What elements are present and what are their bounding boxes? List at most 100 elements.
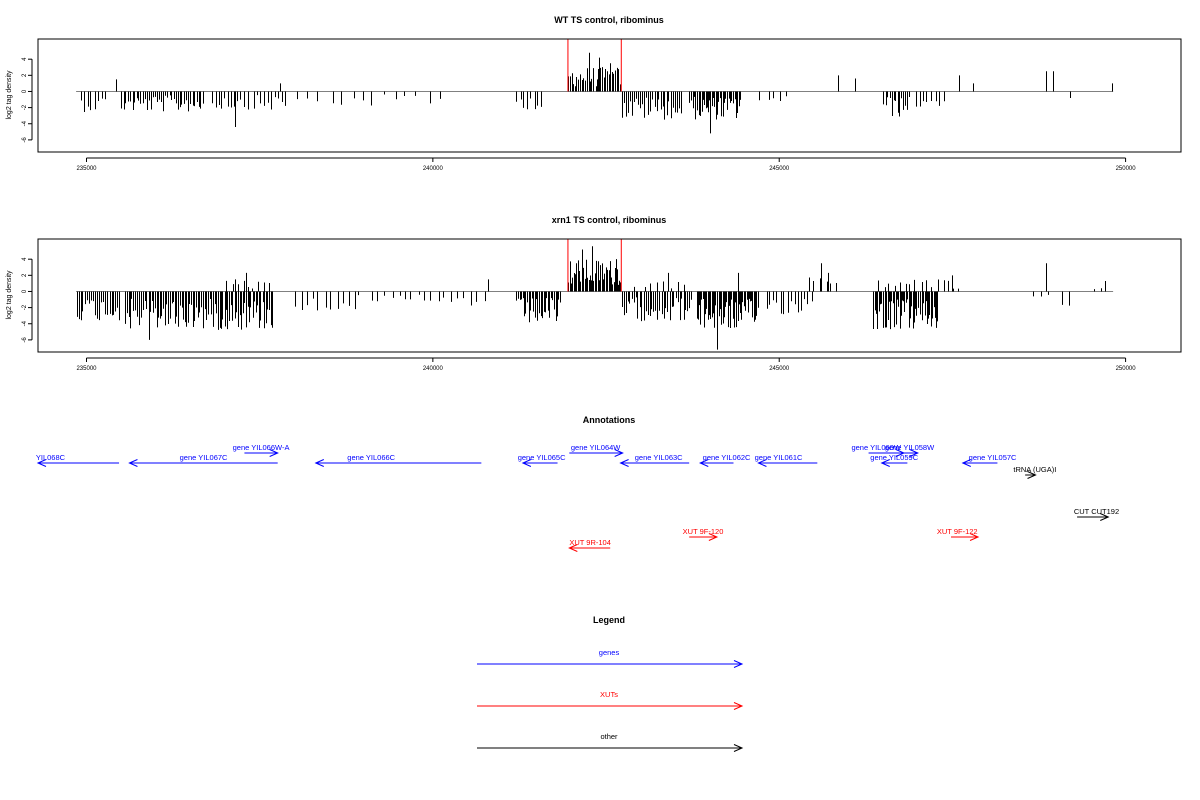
xrn1-coverage-panel: xrn1 TS control, ribominus log2 tag dens… [6,215,1182,372]
feature-gene-yil057c: gene YIL057C [961,453,1017,467]
annotations-panel: Annotations YIL068C gene YIL067C gene YIL0… [36,415,1119,552]
feature-arrowhead [698,459,709,467]
feature-arrowhead [614,449,624,457]
feature-gene-yil066w-a: gene YIL066W-A [233,443,290,457]
feature-label: YIL068C [36,453,66,462]
wt-y-tick-label: -4 [22,120,28,126]
feature-gene-yil062c: gene YIL062C [698,453,751,467]
feature-arrowhead [1027,471,1037,479]
xrn1-x-tick-label: 235000 [76,366,97,372]
feature-label: gene YIL066C [347,453,395,462]
wt-panel-title: WT TS control, ribominus [554,15,664,25]
feature-label: gene YIL061C [755,453,803,462]
feature-label: gene YIL057C [969,453,1017,462]
feature-gene-yil064w: gene YIL064W [569,443,624,457]
wt-bars [76,39,1114,134]
xrn1-y-axis-label: log2 tag density [6,270,13,320]
feature-gene-yil058w: gene YIL058W [885,443,935,457]
xrn1-axes: -6 -4 -2 0 2 4 235000 240000 245000 250000 [22,257,1136,372]
feature-gene-yil063c: gene YIL063C [619,453,690,467]
xrn1-x-tick-label: 250000 [1116,366,1137,372]
feature-arrowhead [128,459,138,467]
feature-label: gene YIL059C [870,453,918,462]
feature-label: gene YIL062C [703,453,751,462]
feature-arrowhead [969,533,980,541]
legend-panel: Legend genes XUTs other [477,615,744,752]
legend-title: Legend [593,615,625,625]
xrn1-y-tick-label: 0 [22,289,28,293]
feature-gene-yil066c: gene YIL066C [314,453,482,467]
xrn1-x-tick-label: 245000 [769,366,790,372]
legend-arrowhead [733,702,744,710]
wt-y-tick-label: 2 [22,73,28,77]
feature-arrowhead [880,459,890,467]
legend-arrowhead [733,744,744,752]
legend-arrowhead [733,660,744,668]
feature-arrowhead [568,544,578,552]
feature-arrowhead [1100,513,1110,521]
legend-item-other: other [477,732,744,752]
xrn1-plot-frame [37,238,1182,353]
wt-x-tick-label: 235000 [76,166,97,172]
feature-label: gene YIL063C [635,453,683,462]
legend-item-genes: genes [477,648,744,668]
wt-y-tick-label: 4 [22,57,28,61]
legend-label: genes [599,648,620,657]
feature-gene-yil067c: gene YIL067C [128,453,278,467]
feature-arrowhead [314,459,324,467]
wt-y-axis-label: log2 tag density [6,70,13,120]
feature-trna-uga-i: tRNA (UGA)I [1013,465,1056,479]
wt-coverage-panel: WT TS control, ribominus log2 tag densit… [6,15,1182,172]
feature-label: gene YIL058W [885,443,935,452]
feature-label: XUT 9F-120 [683,527,724,536]
feature-xut-9f-120: XUT 9F-120 [683,527,724,541]
feature-arrowhead [521,459,532,467]
legend-label: other [600,732,618,741]
feature-label: tRNA (UGA)I [1013,465,1056,474]
feature-label: gene YIL065C [518,453,566,462]
feature-yil068c: YIL068C [36,453,120,467]
wt-axes: -6 -4 -2 0 2 4 235000 240000 245000 250000 [22,57,1136,172]
feature-arrowhead [757,459,767,467]
wt-y-tick-label: -6 [22,137,28,143]
feature-gene-yil061c: gene YIL061C [755,453,818,467]
xrn1-y-tick-label: -4 [22,320,28,326]
legend-item-xuts: XUTs [477,690,744,710]
feature-label: CUT CUT192 [1074,507,1119,516]
feature-arrowhead [909,449,920,457]
annotation-features: YIL068C gene YIL067C gene YIL066W-A gene YI… [36,443,1119,552]
wt-y-tick-label: 0 [22,89,28,93]
feature-xut-9f-122: XUT 9F-122 [937,527,980,541]
wt-x-tick-label: 240000 [423,166,444,172]
feature-label: gene YIL066W-A [233,443,290,452]
feature-label: XUT 9F-122 [937,527,978,536]
xrn1-bars [76,239,1114,350]
feature-gene-yil059c: gene YIL059C [870,453,919,467]
legend-items: genes XUTs other [477,648,744,752]
wt-plot-frame [37,38,1182,153]
feature-arrowhead [36,459,47,467]
feature-label: XUT 9R-104 [569,538,611,547]
feature-gene-yil065c: gene YIL065C [518,453,566,467]
wt-y-tick-label: -2 [22,104,28,110]
wt-x-tick-label: 245000 [769,166,790,172]
xrn1-y-tick-label: -2 [22,304,28,310]
annotations-title: Annotations [583,415,636,425]
feature-arrowhead [708,533,719,541]
feature-label: gene YIL064W [571,443,621,452]
feature-arrowhead [269,449,279,457]
feature-label: gene YIL060W [851,443,901,452]
xrn1-y-tick-label: 4 [22,257,28,261]
wt-x-tick-label: 250000 [1116,166,1137,172]
feature-arrowhead [961,459,971,467]
xrn1-y-tick-label: -6 [22,337,28,343]
feature-label: gene YIL067C [180,453,228,462]
feature-cut-cut192: CUT CUT192 [1074,507,1119,521]
feature-arrowhead [619,459,629,467]
xrn1-x-tick-label: 240000 [423,366,444,372]
xrn1-panel-title: xrn1 TS control, ribominus [552,215,667,225]
xrn1-y-tick-label: 2 [22,273,28,277]
legend-label: XUTs [600,690,618,699]
